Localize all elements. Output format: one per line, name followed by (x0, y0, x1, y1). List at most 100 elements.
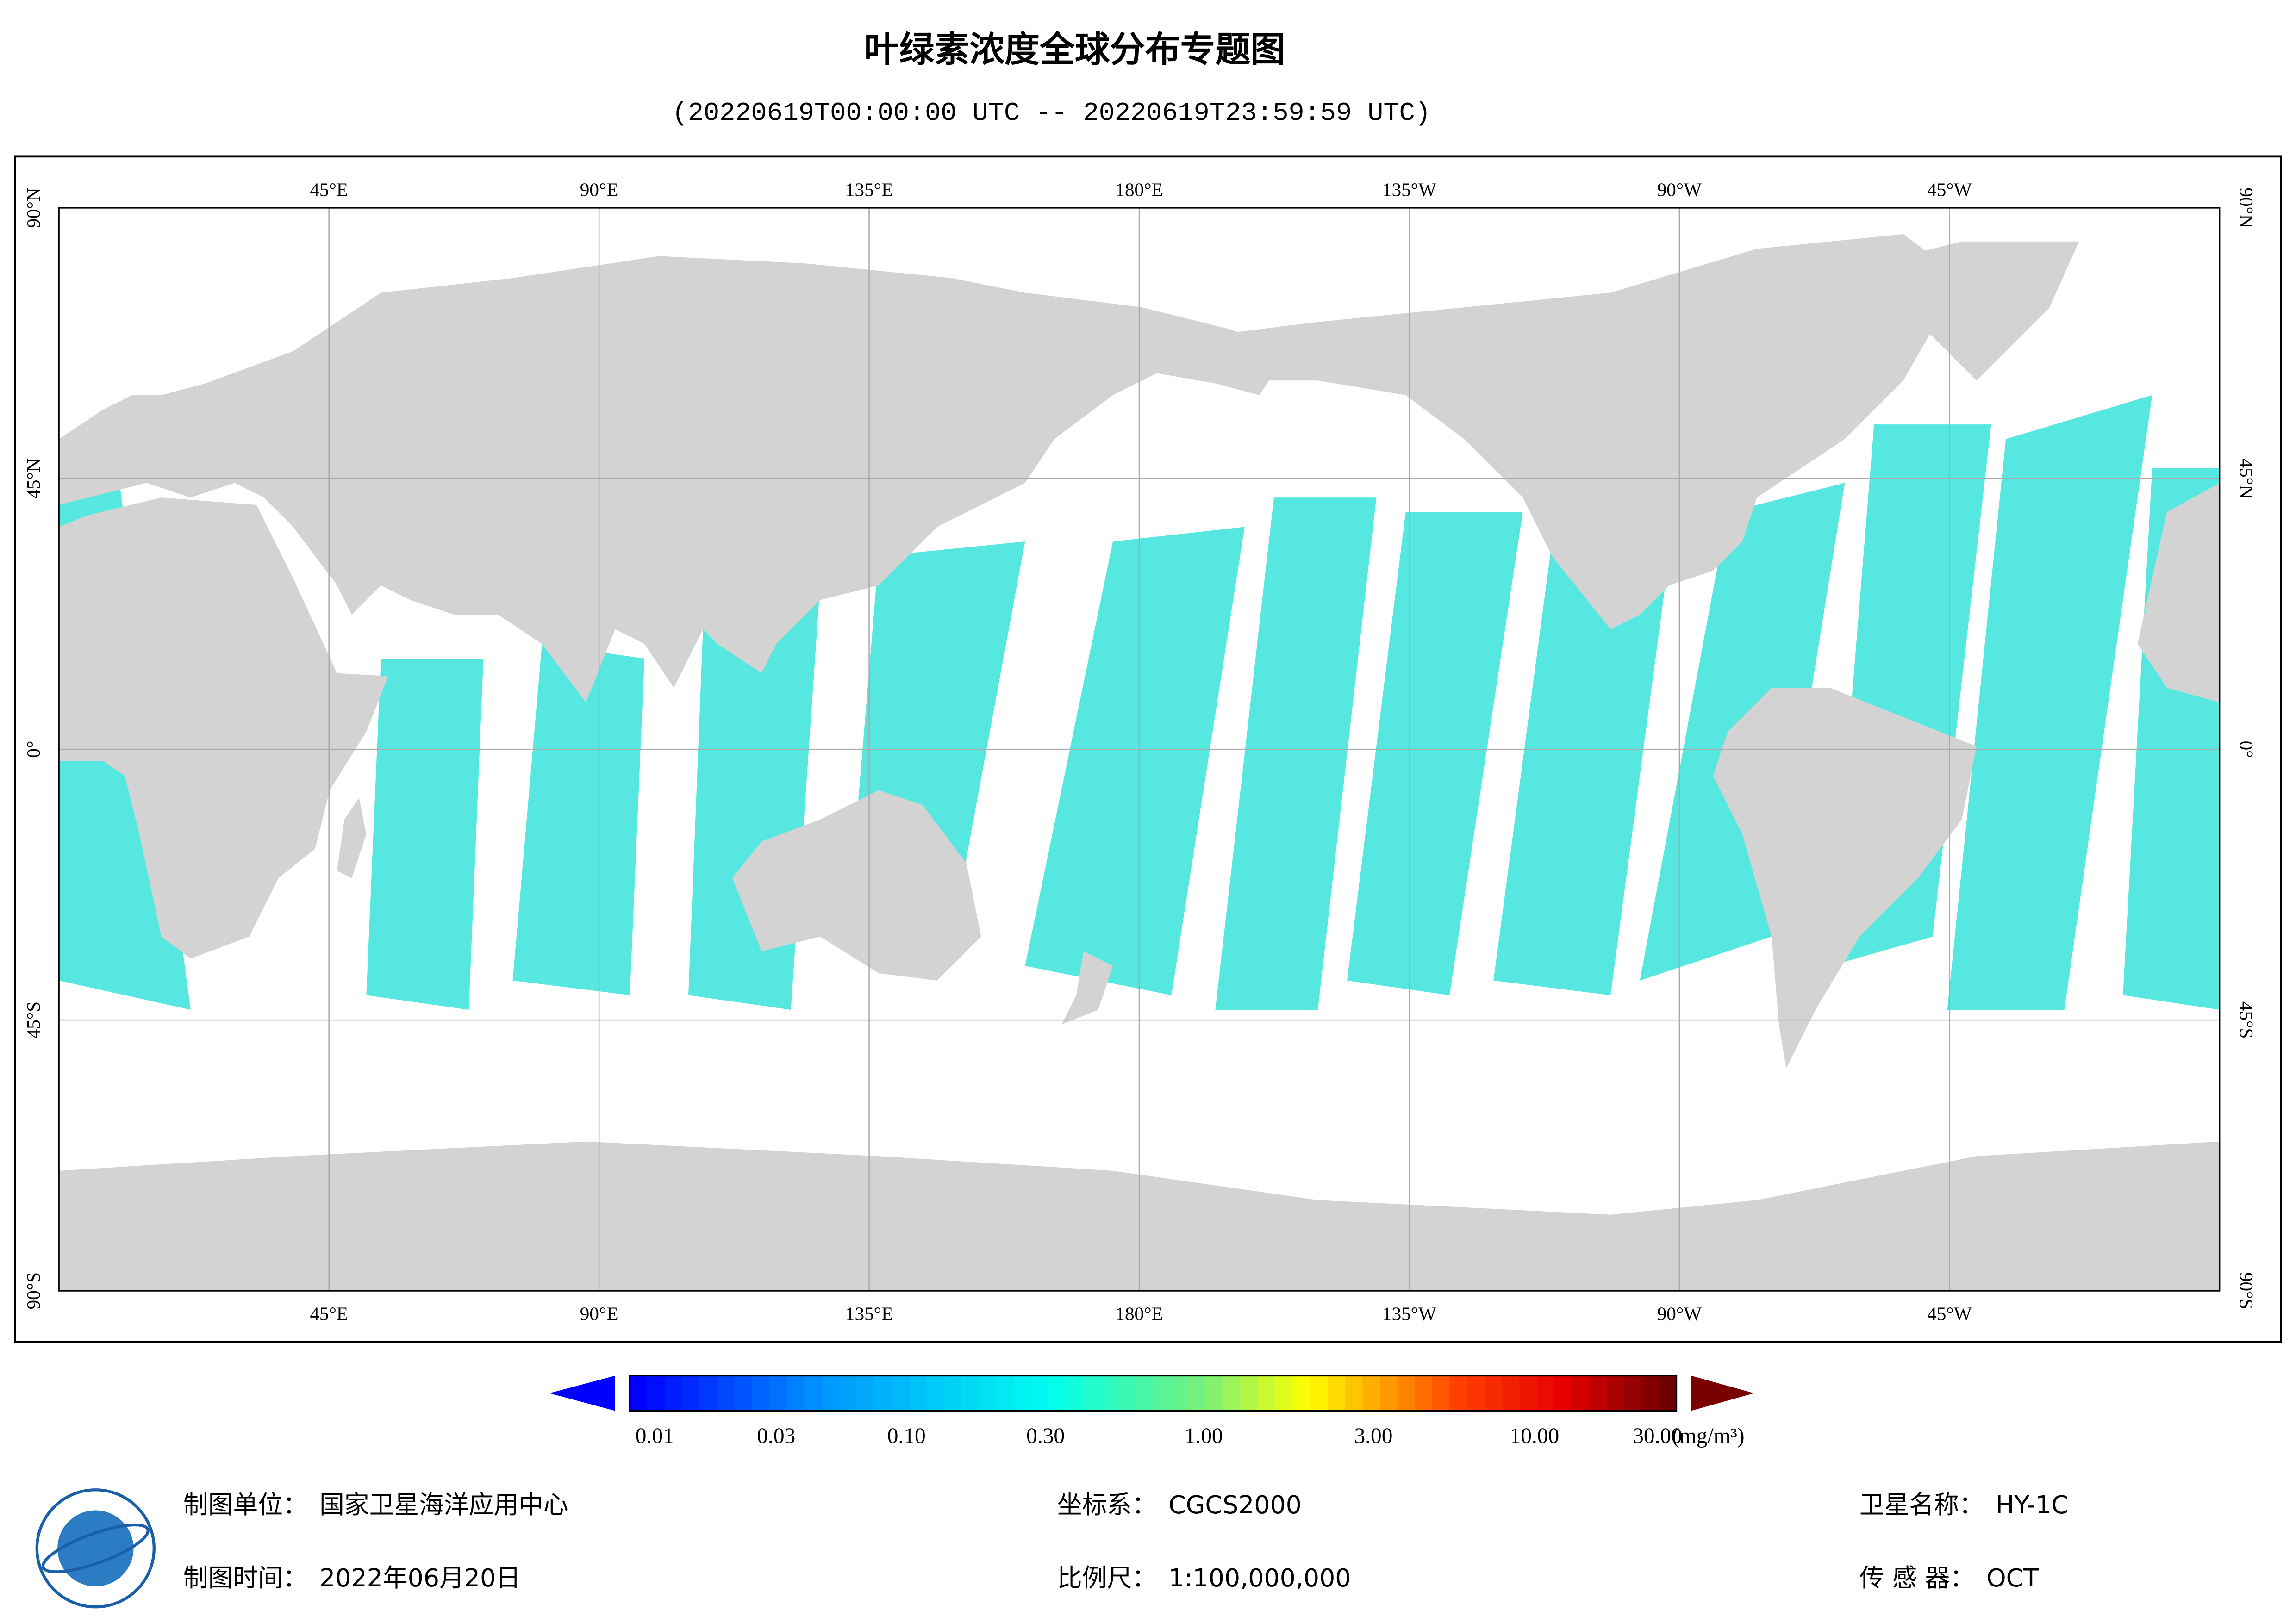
lat-label-right: 45°N (2236, 458, 2257, 498)
footer-value: 国家卫星海洋应用中心 (319, 1490, 568, 1519)
colorbar-cell (1048, 1375, 1067, 1411)
colorbar-cell (804, 1375, 823, 1411)
lat-label-right: 90°N (2236, 187, 2257, 228)
lon-label-bottom: 90°E (580, 1303, 618, 1324)
colorbar-cell (874, 1375, 892, 1411)
colorbar-cell (1258, 1375, 1276, 1411)
lat-label-left: 45°N (23, 458, 44, 498)
map-frame (14, 155, 2282, 1343)
colorbar-cell (1275, 1375, 1293, 1411)
new-zealand (1061, 951, 1113, 1025)
colorbar-cell (699, 1375, 718, 1411)
swath (1215, 497, 1377, 1010)
lat-label-right: 0° (2236, 741, 2257, 758)
footer-value: CGCS2000 (1168, 1490, 1302, 1519)
colorbar-cell (1066, 1375, 1084, 1411)
lon-label-top: 45°E (310, 179, 348, 200)
lat-label-right: 45°S (2236, 1001, 2257, 1038)
australia (732, 790, 981, 981)
colorbar-cell (786, 1375, 805, 1411)
greenland (1874, 241, 2079, 381)
footer-item: 传 感 器： OCT (1859, 1563, 2039, 1592)
colorbar-cell (1379, 1375, 1398, 1411)
footer-label: 比例尺： (1057, 1563, 1157, 1592)
colorbar-border (629, 1374, 1678, 1412)
footer-label: 制图时间： (183, 1563, 308, 1592)
colorbar-cell (1205, 1375, 1223, 1411)
africa (59, 497, 388, 959)
swath (1347, 512, 1523, 995)
colorbar-cell (682, 1375, 700, 1411)
colorbar-tick-label: 0.30 (1026, 1424, 1065, 1448)
footer-item: 制图单位： 国家卫星海洋应用中心 (183, 1490, 568, 1519)
colorbar-cell (752, 1375, 770, 1411)
colorbar-cell (1345, 1375, 1363, 1411)
madagascar (337, 797, 367, 878)
colorbar-cell (1449, 1375, 1468, 1411)
colorbar-cell (979, 1375, 997, 1411)
colorbar-cell (1136, 1375, 1154, 1411)
footer-value: 1:100,000,000 (1168, 1563, 1351, 1592)
lat-label-left: 90°S (23, 1272, 44, 1309)
colorbar-cell (1467, 1375, 1485, 1411)
footer-value: 2022年06月20日 (319, 1563, 521, 1592)
lon-label-top: 180°E (1115, 179, 1163, 200)
colorbar-cell (1188, 1375, 1206, 1411)
colorbar-cell (1310, 1375, 1328, 1411)
colorbar-cell (1659, 1375, 1677, 1411)
north-america (1200, 234, 1962, 629)
colorbar-cell (1397, 1375, 1416, 1411)
colorbar-cell (630, 1375, 648, 1411)
swath (1947, 395, 2152, 1010)
colorbar-tick-label: 3.00 (1354, 1424, 1392, 1448)
colorbar-tick-label: 30.00 (1633, 1424, 1682, 1448)
lon-label-top: 90°W (1657, 179, 1702, 200)
subtitle: (20220619T00:00:00 UTC -- 20220619T23:59… (672, 99, 1431, 128)
footer-label: 卫星名称： (1859, 1490, 1984, 1519)
colorbar-cell (1415, 1375, 1433, 1411)
colorbar-cell (647, 1375, 665, 1411)
colorbar-cell (1153, 1375, 1171, 1411)
colorbar-cell (717, 1375, 735, 1411)
lon-label-bottom: 135°E (845, 1303, 893, 1324)
colorbar-cell (1170, 1375, 1189, 1411)
colorbar-unit: (mg/m³) (1672, 1424, 1744, 1448)
west-africa-europe (2137, 483, 2220, 703)
colorbar: (mg/m³) 0.01 0.03 0.10 0.30 1.00 3.00 10.00 30.… (549, 1374, 1754, 1448)
lon-label-bottom: 45°E (310, 1303, 348, 1324)
logo (35, 1488, 156, 1609)
footer-item: 制图时间： 2022年06月20日 (183, 1563, 521, 1592)
lat-label-left: 45°S (23, 1001, 44, 1038)
map-border (58, 207, 2221, 1292)
colorbar-cell (1327, 1375, 1346, 1411)
title: 叶绿素浓度全球分布专题图 (864, 29, 1286, 70)
colorbar-tick-label: 0.10 (887, 1424, 926, 1448)
colorbar-tick-label: 10.00 (1510, 1424, 1559, 1448)
footer-label: 传 感 器： (1859, 1563, 1975, 1592)
colorbar-cell (1554, 1375, 1572, 1411)
colorbar-tick-label: 1.00 (1185, 1424, 1223, 1448)
colorbar-cell (1292, 1375, 1311, 1411)
footer-item: 坐标系： CGCS2000 (1057, 1490, 1302, 1519)
colorbar-cell (839, 1375, 857, 1411)
swath (512, 644, 645, 995)
colorbar-cell (1606, 1375, 1625, 1411)
colorbar-cell (909, 1375, 927, 1411)
swath (366, 659, 484, 1010)
colorbar-cell (1031, 1375, 1049, 1411)
lon-label-bottom: 45°W (1927, 1303, 1972, 1324)
colorbar-cell (822, 1375, 840, 1411)
colorbar-cell (1013, 1375, 1032, 1411)
footer-item: 比例尺： 1:100,000,000 (1057, 1563, 1351, 1592)
footer-value: HY-1C (1996, 1490, 2069, 1519)
colorbar-cell (1118, 1375, 1136, 1411)
lat-label-right: 90°S (2236, 1272, 2257, 1309)
colorbar-cell (1083, 1375, 1101, 1411)
colorbar-cell (1589, 1375, 1607, 1411)
lon-label-top: 135°W (1382, 179, 1436, 200)
lon-label-bottom: 180°E (1115, 1303, 1163, 1324)
lon-label-top: 45°W (1927, 179, 1972, 200)
colorbar-cell (1519, 1375, 1538, 1411)
